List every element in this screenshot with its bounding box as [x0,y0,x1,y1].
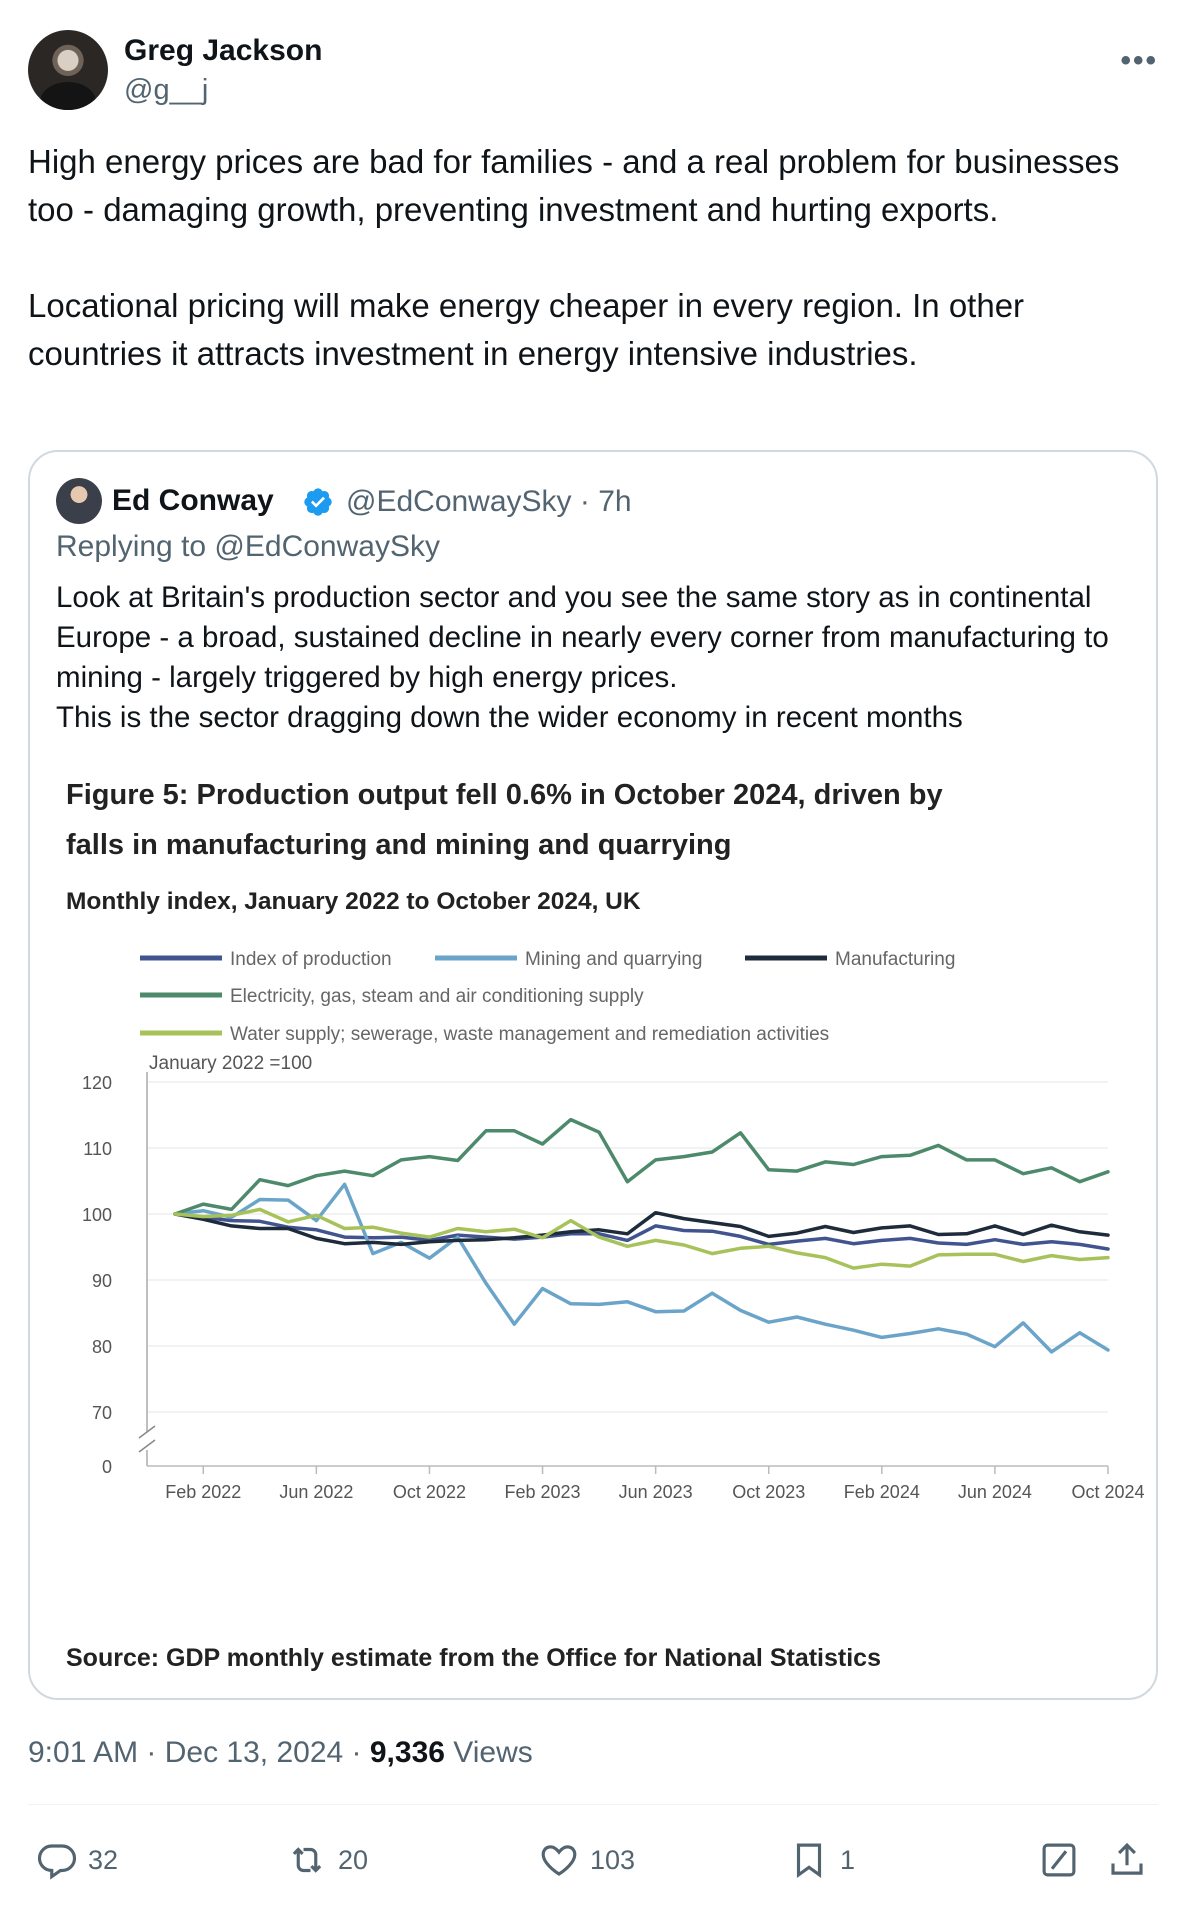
legend-label: Mining and quarrying [525,949,702,970]
tweet-meta: 9:01 AM · Dec 13, 2024 · 9,336 Views [28,1736,533,1770]
views-label: Views [444,1736,533,1769]
y-tick-label: 110 [83,1139,112,1159]
quoted-tweet[interactable]: Ed Conway @EdConwaySky · 7h Replying to … [28,450,1158,1700]
divider [28,1804,1158,1805]
axis-break-icon [138,1425,156,1453]
y-tick-label: 70 [92,1403,112,1423]
repost-icon [292,1847,322,1873]
author-avatar[interactable] [28,30,108,110]
figure-title: Figure 5: Production output fell 0.6% in… [66,779,943,861]
bookmark-count: 1 [840,1844,856,1875]
series-line [173,1117,1110,1216]
quote-author-name[interactable]: Ed Conway [112,484,274,517]
legend-label: Manufacturing [835,949,955,970]
x-tick-label: Feb 2024 [844,1482,920,1502]
grok-icon [1042,1843,1076,1877]
x-tick-label: Jun 2023 [619,1482,693,1502]
series-line [173,1207,1110,1270]
share-icon [1111,1842,1143,1875]
line-chart: Index of production Mining and quarrying M… [82,949,1145,1502]
y-tick-label: 80 [92,1337,112,1357]
y-tick-label: 120 [82,1073,112,1093]
reply-count: 32 [88,1844,119,1875]
series-line [173,1210,1110,1247]
legend-label: Electricity, gas, steam and air conditio… [230,986,644,1007]
figure-source: Source: GDP monthly estimate from the Of… [66,1644,881,1672]
grok-button[interactable] [1038,1830,1080,1890]
timestamp[interactable]: 9:01 AM · Dec 13, 2024 · [28,1736,370,1769]
views-count: 9,336 [369,1736,445,1769]
quote-text: Look at Britain's production sector and … [56,581,1109,734]
chart-figure[interactable]: Figure 5: Production output fell 0.6% in… [30,762,1156,1698]
y-tick-label: 100 [82,1205,112,1225]
repost-count: 20 [338,1844,369,1875]
tweet-author: Greg Jackson @g__j ••• [28,30,1158,110]
x-tick-label: Jun 2022 [279,1482,353,1502]
quote-header: Ed Conway @EdConwaySky · 7h [56,476,1116,526]
like-button[interactable]: 103 [538,1830,635,1890]
y-axis-label: January 2022 =100 [149,1053,312,1074]
repost-button[interactable]: 20 [286,1830,368,1890]
x-tick-label: Oct 2022 [393,1482,466,1502]
replying-to[interactable]: Replying to @EdConwaySky [56,530,440,563]
y-tick-label: 90 [92,1271,112,1291]
heart-icon [541,1845,577,1876]
tweet-text: High energy prices are bad for families … [28,143,1120,372]
reply-icon [37,1844,77,1880]
quote-avatar[interactable] [56,478,102,524]
quote-handle-time[interactable]: @EdConwaySky · 7h [346,485,632,518]
series-line [173,1182,1110,1354]
figure-subtitle: Monthly index, January 2022 to October 2… [66,888,641,915]
x-tick-label: Feb 2022 [165,1482,241,1502]
series-line [173,1212,1110,1251]
x-tick-label: Feb 2023 [505,1482,581,1502]
action-bar: 32 20 103 1 [28,1830,1158,1890]
legend-label: Water supply; sewerage, waste management… [230,1024,829,1045]
reply-button[interactable]: 32 [36,1830,118,1890]
bookmark-button[interactable]: 1 [788,1830,855,1890]
x-tick-label: Jun 2024 [958,1482,1032,1502]
bookmark-icon [796,1843,822,1878]
author-name[interactable]: Greg Jackson [124,34,323,67]
verified-badge-icon [304,488,332,516]
y-tick-label: 0 [102,1457,112,1477]
legend-label: Index of production [230,949,392,970]
x-tick-label: Oct 2024 [1071,1482,1144,1502]
like-count: 103 [590,1844,636,1875]
x-tick-label: Oct 2023 [732,1482,805,1502]
author-handle[interactable]: @g__j [124,74,209,106]
more-options-icon[interactable]: ••• [1120,44,1158,77]
share-button[interactable] [1106,1830,1148,1890]
